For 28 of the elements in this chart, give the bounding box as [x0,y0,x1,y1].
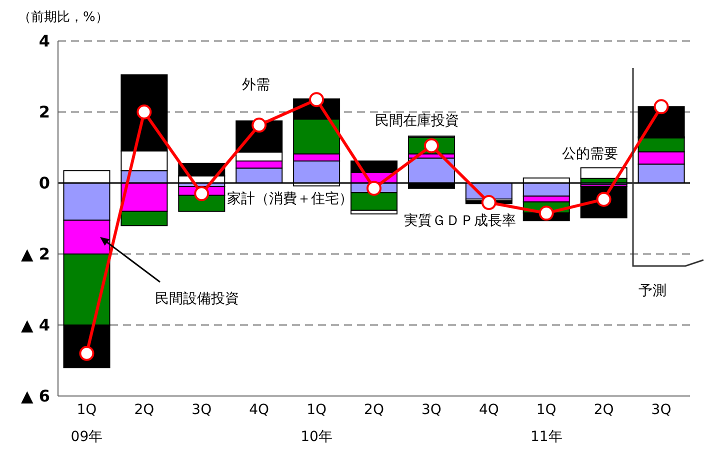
text: 民間設備投資 [154,290,240,308]
y-tick-label: 4 [38,32,50,51]
x-tick-label: 4Q [478,402,499,418]
x-tick-label: 4Q [249,402,270,418]
y-tick-label: ▲ 4 [20,316,50,335]
y-tick-label: 0 [38,174,50,193]
y-tick-label: 2 [38,102,50,122]
x-tick-label: 3Q [651,402,672,418]
series-label: 民間在庫投資 [374,112,460,130]
x-tick-label: 1Q [76,402,97,418]
series-label: 公的需要 [561,145,619,163]
y-tick-label: ▲ 2 [20,244,50,264]
x-tick-label: 2Q [364,402,384,418]
x-tick-label: 3Q [192,402,212,418]
text: 09年 [70,428,104,446]
series-label: 実質ＧＤＰ成長率 [403,212,517,230]
text: 10年 [300,428,334,446]
x-tick-label: 2Q [134,402,154,418]
annotation: 予測 [638,282,667,300]
y-tick-label: ▲ 6 [20,386,50,406]
series-label: 家計（消費＋住宅） [226,190,354,208]
x-tick-label: 3Q [421,402,442,418]
x-tick-label: 2Q [594,402,614,418]
x-tick-label: 1Q [306,402,327,418]
text: 11年 [529,428,564,446]
series-label: 外需 [241,76,271,94]
y-axis-title: （前期比，%） [18,9,108,26]
x-tick-label: 1Q [536,402,556,418]
